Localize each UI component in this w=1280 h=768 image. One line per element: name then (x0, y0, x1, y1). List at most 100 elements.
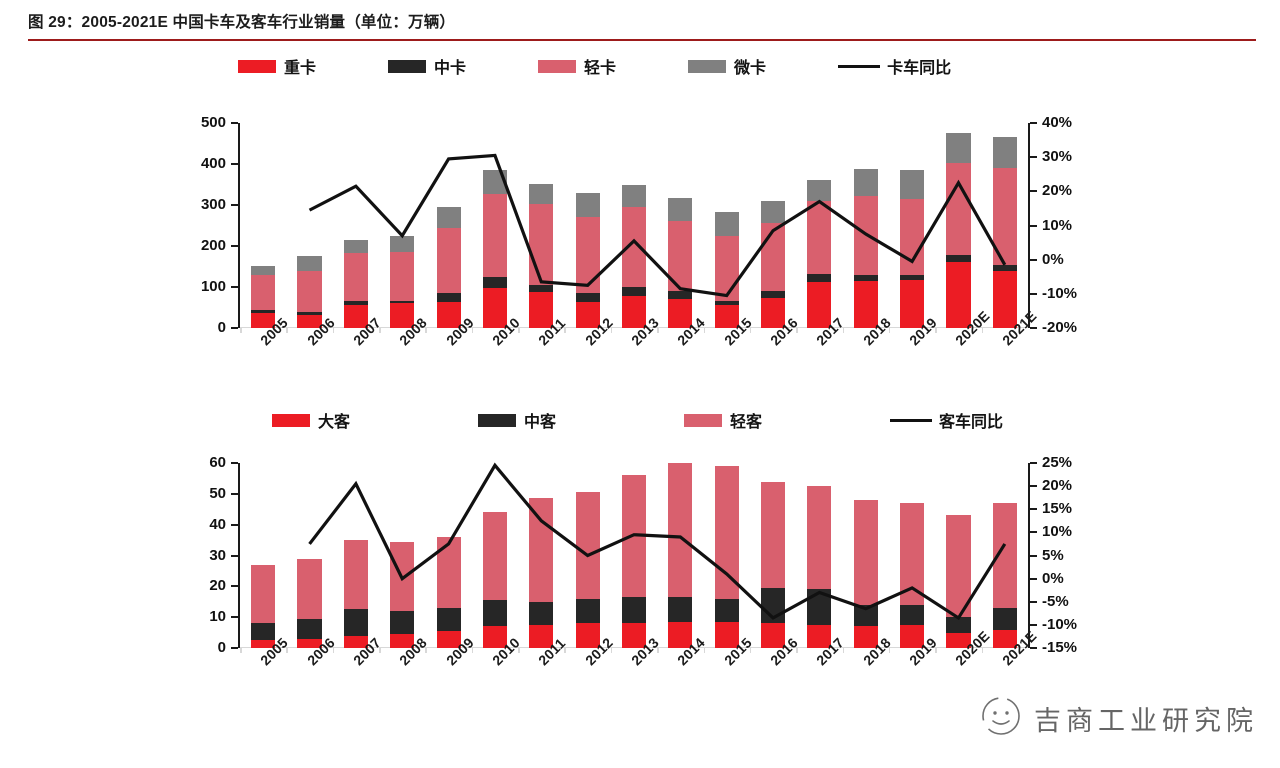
bar-column-2019 (900, 170, 925, 328)
bar-column-2014 (668, 463, 693, 648)
bar-column-2006 (297, 558, 322, 648)
bar-segment-中卡 (621, 286, 647, 297)
bar-segment-中客 (668, 597, 693, 622)
x-axis-tick (888, 328, 891, 333)
y-axis-tick-label: 10 (209, 608, 226, 626)
bar-column-2017 (807, 180, 832, 328)
bar-column-2011 (529, 183, 554, 328)
bar-segment-大客 (297, 638, 322, 648)
y2-axis-tick-label: -10% (1042, 284, 1078, 302)
bar-segment-轻客 (714, 466, 739, 599)
legend-label: 轻卡 (584, 60, 617, 77)
bar-column-2009 (436, 206, 461, 328)
bar-segment-中卡 (390, 300, 415, 304)
legend-item-中客: 中客 (478, 408, 556, 432)
bar-segment-重卡 (714, 305, 739, 328)
bar-segment-大客 (482, 626, 507, 648)
bar-segment-大客 (390, 634, 415, 648)
x-axis-tick (471, 648, 474, 653)
x-axis-tick (471, 328, 474, 333)
page-title: 图 29：2005-2021E 中国卡车及客车行业销量（单位：万辆） (28, 14, 456, 31)
bar-segment-轻卡 (390, 251, 415, 301)
bar-segment-大客 (575, 623, 600, 648)
figure-header: 图 29：2005-2021E 中国卡车及客车行业销量（单位：万辆） (28, 10, 1256, 41)
bar-column-2008 (390, 235, 415, 328)
bar-segment-微卡 (436, 206, 461, 229)
y2-axis-tick-label: 10% (1042, 216, 1073, 234)
legend-label: 客车同比 (939, 414, 1004, 431)
bar-segment-轻客 (297, 558, 322, 619)
bar-segment-微卡 (575, 193, 600, 217)
x-axis-tick (240, 328, 242, 333)
bar-segment-轻客 (529, 498, 554, 602)
legend-truck: 重卡 中卡 轻卡 微卡 卡车同比 (238, 55, 951, 77)
y2-axis-tick (1030, 554, 1037, 557)
bar-segment-重卡 (992, 270, 1017, 328)
y2-axis-tick (1030, 190, 1037, 193)
bar-column-2010 (482, 512, 507, 648)
bar-segment-轻卡 (297, 270, 322, 312)
bar-segment-微卡 (946, 132, 971, 163)
bar-segment-中卡 (668, 291, 693, 300)
legend-item-卡车同比: 卡车同比 (838, 54, 951, 78)
bar-segment-中客 (297, 618, 322, 639)
x-axis-tick (332, 648, 335, 653)
bar-column-2009 (436, 537, 461, 648)
bar-segment-大客 (621, 623, 647, 648)
bar-segment-轻客 (992, 503, 1017, 608)
bar-segment-重卡 (946, 261, 971, 328)
y2-axis-tick-label: 0% (1042, 250, 1064, 268)
bar-segment-大客 (251, 640, 276, 648)
y-axis-tick (231, 204, 238, 206)
bar-column-2019 (900, 503, 925, 648)
bar-segment-轻客 (436, 537, 461, 608)
bar-column-2018 (853, 500, 878, 648)
legend-label: 中卡 (434, 60, 467, 77)
y-axis-tick (231, 585, 238, 588)
x-axis-tick (749, 648, 752, 653)
bar-segment-轻卡 (668, 221, 693, 292)
y2-axis-tick (1030, 156, 1037, 159)
y2-axis-tick-label: 20% (1042, 477, 1073, 495)
legend-color-swatch (538, 59, 577, 73)
x-axis-tick (332, 328, 335, 333)
y2-axis-tick-label: 0% (1042, 569, 1064, 587)
legend-item-大客: 大客 (272, 408, 350, 432)
legend-label: 轻客 (730, 414, 763, 431)
y-axis-tick-label: 60 (209, 454, 226, 471)
bar-segment-轻卡 (807, 200, 832, 275)
bar-segment-中客 (621, 597, 647, 624)
x-axis-tick (935, 328, 937, 333)
x-axis-tick (657, 328, 659, 333)
bar-segment-中客 (575, 598, 600, 624)
bar-segment-轻客 (946, 515, 971, 618)
bar-segment-大客 (436, 631, 461, 648)
y-axis-tick (231, 492, 238, 495)
bar-segment-微卡 (390, 235, 415, 252)
watermark-text: 吉商工业研究院 (1034, 706, 1258, 737)
bar-segment-微卡 (297, 255, 322, 271)
y-axis-tick-label: 20 (209, 577, 226, 595)
legend-color-swatch (272, 413, 310, 427)
bar-segment-重卡 (529, 292, 554, 328)
bar-column-2020E (946, 132, 971, 328)
y2-axis-tick-label: 40% (1042, 114, 1073, 131)
bar-segment-中客 (900, 604, 925, 625)
y-axis-tick (231, 245, 238, 247)
y-axis-tick-label: 300 (200, 196, 226, 213)
bar-segment-轻客 (482, 512, 507, 601)
y2-axis-tick-label: -5% (1042, 592, 1069, 610)
legend-item-重卡: 重卡 (238, 54, 316, 78)
legend-line-marker (838, 64, 881, 68)
x-axis-tick (703, 648, 706, 653)
bar-segment-中卡 (343, 301, 368, 306)
bar-segment-轻卡 (900, 199, 925, 275)
bar-segment-轻卡 (853, 196, 878, 276)
bar-segment-轻卡 (251, 275, 276, 310)
y2-axis-tick-label: 30% (1042, 148, 1073, 166)
bar-segment-大客 (529, 624, 554, 648)
x-axis-tick (796, 648, 798, 653)
bar-segment-中卡 (482, 277, 507, 288)
x-axis-tick (703, 328, 706, 333)
x-axis-tick (981, 648, 984, 653)
